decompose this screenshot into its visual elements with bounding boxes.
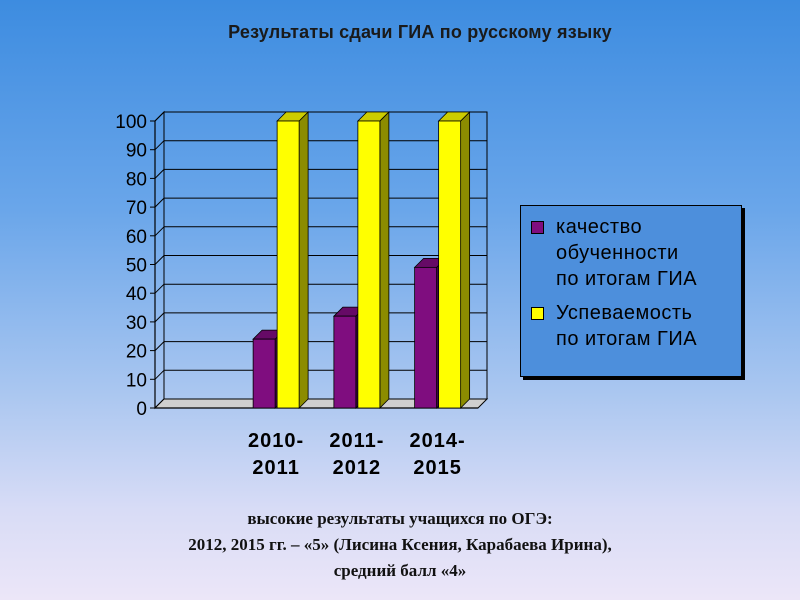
bar-success bbox=[438, 120, 462, 409]
bar-quality bbox=[252, 338, 276, 409]
bar-side bbox=[298, 111, 309, 409]
gridline-diagonal bbox=[154, 140, 165, 151]
y-tick-label: 100 bbox=[115, 112, 147, 133]
slide-title: Результаты сдачи ГИА по русскому языку bbox=[228, 22, 612, 42]
x-category-label: 2011 bbox=[252, 457, 299, 479]
y-tick-label: 60 bbox=[126, 227, 147, 248]
note-line-2: 2012, 2015 гг. – «5» (Лисина Ксения, Кар… bbox=[188, 535, 612, 554]
gridline-diagonal bbox=[154, 341, 165, 351]
chart-legend: качество обученности по итогам ГИА Успев… bbox=[520, 205, 742, 377]
bar-side bbox=[379, 111, 390, 409]
legend-label-success: Успеваемость по итогам ГИА bbox=[556, 302, 698, 350]
legend-label-quality: качество обученности по итогам ГИА bbox=[556, 216, 698, 290]
legend-swatch-quality bbox=[531, 221, 544, 234]
y-tick-label: 70 bbox=[126, 198, 147, 219]
y-tick-label: 90 bbox=[126, 141, 147, 162]
bar-quality bbox=[333, 315, 357, 409]
bar-success bbox=[276, 120, 300, 409]
y-tick-label: 40 bbox=[126, 284, 147, 305]
x-category-label: 2012 bbox=[333, 457, 382, 479]
y-tick-label: 10 bbox=[126, 370, 147, 391]
y-tick-label: 0 bbox=[136, 399, 147, 420]
gridline-diagonal bbox=[154, 255, 165, 265]
gridline-diagonal bbox=[154, 283, 165, 294]
note-line-3: средний балл «4» bbox=[333, 561, 467, 580]
legend-item-quality: качество обученности по итогам ГИА bbox=[531, 214, 697, 292]
gridline-diagonal bbox=[154, 197, 165, 208]
gridline-diagonal bbox=[154, 111, 165, 122]
x-category-label: 2015 bbox=[413, 457, 462, 479]
x-category-label: 2011- bbox=[329, 430, 384, 452]
legend-item-success: Успеваемость по итогам ГИА bbox=[531, 300, 697, 352]
y-tick-label: 50 bbox=[126, 256, 147, 277]
bar-success bbox=[357, 120, 381, 409]
y-tick-label: 20 bbox=[126, 342, 147, 363]
note-line-1: высокие результаты учащихся по ОГЭ: bbox=[247, 509, 553, 528]
legend-swatch-success bbox=[531, 307, 544, 320]
x-category-label: 2014- bbox=[410, 430, 466, 452]
y-tick-label: 80 bbox=[126, 169, 147, 190]
gridline-diagonal bbox=[154, 312, 165, 323]
results-note: высокие результаты учащихся по ОГЭ: 2012… bbox=[0, 506, 800, 584]
gridline-diagonal bbox=[154, 226, 165, 237]
y-tick-label: 30 bbox=[126, 313, 147, 334]
x-category-label: 2010- bbox=[248, 430, 304, 452]
gridline-diagonal bbox=[154, 369, 165, 380]
gridline-diagonal bbox=[154, 169, 165, 179]
bar-quality bbox=[414, 266, 438, 409]
bar-side bbox=[460, 111, 471, 409]
